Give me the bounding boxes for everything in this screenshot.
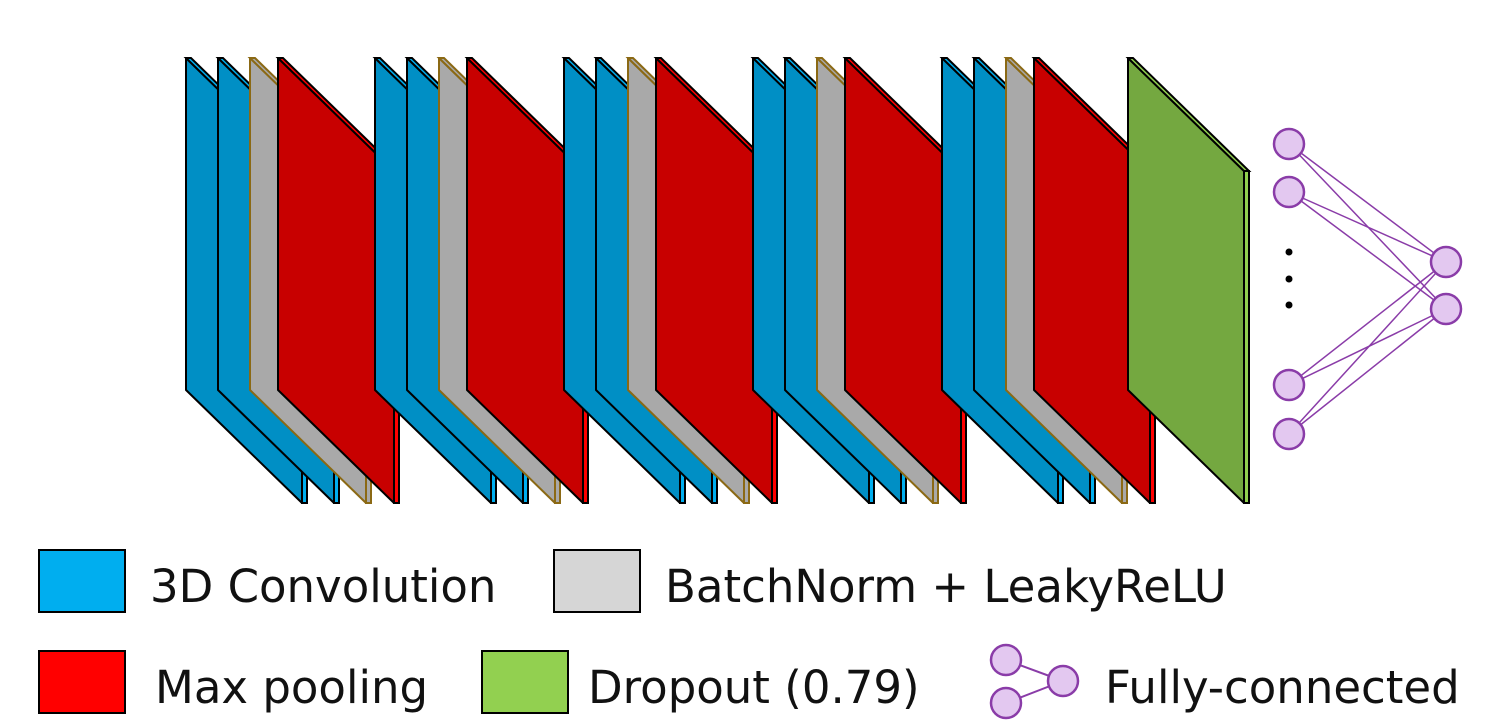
dropout-layer — [1125, 57, 1252, 504]
legend-swatch-bn — [553, 549, 641, 613]
legend-label-conv: 3D Convolution — [150, 560, 496, 613]
dropout-layer-top — [1125, 57, 1252, 172]
fc-icon-node — [1046, 664, 1080, 698]
fc-output-node — [1429, 292, 1463, 326]
fc-icon-node — [989, 643, 1023, 677]
fc-icon-node — [989, 686, 1023, 720]
legend: 3D Convolution BatchNorm + LeakyReLU Max… — [38, 549, 1460, 720]
legend-swatch-dropout — [481, 650, 569, 714]
maxpool-layer — [464, 57, 591, 504]
fc-output-node — [1429, 245, 1463, 279]
fc-ellipsis-dot — [1285, 301, 1293, 309]
fc-connection — [1288, 261, 1447, 386]
maxpool-layer — [842, 57, 969, 504]
fc-connection — [1288, 261, 1447, 435]
fc-connection — [1288, 308, 1447, 435]
fc-connection — [1288, 191, 1447, 310]
fc-ellipsis-dot — [1285, 275, 1293, 283]
fc-input-node — [1272, 368, 1306, 402]
layer-stack — [183, 57, 1252, 504]
legend-swatch-pool — [38, 650, 126, 714]
fc-input-node — [1272, 127, 1306, 161]
legend-label-dropout: Dropout (0.79) — [588, 661, 920, 714]
fc-connection — [1288, 191, 1447, 263]
legend-label-pool: Max pooling — [155, 661, 428, 714]
legend-label-fc: Fully-connected — [1105, 661, 1460, 714]
fully-connected-icon — [989, 643, 1080, 720]
fully-connected-network — [1272, 127, 1463, 451]
fc-connection — [1288, 143, 1447, 263]
legend-swatch-conv — [38, 549, 126, 613]
fc-input-node — [1272, 175, 1306, 209]
dropout-layer-edge — [1243, 170, 1250, 504]
legend-label-bn: BatchNorm + LeakyReLU — [665, 560, 1227, 613]
fc-ellipsis-dot — [1285, 248, 1293, 256]
fc-input-node — [1272, 417, 1306, 451]
